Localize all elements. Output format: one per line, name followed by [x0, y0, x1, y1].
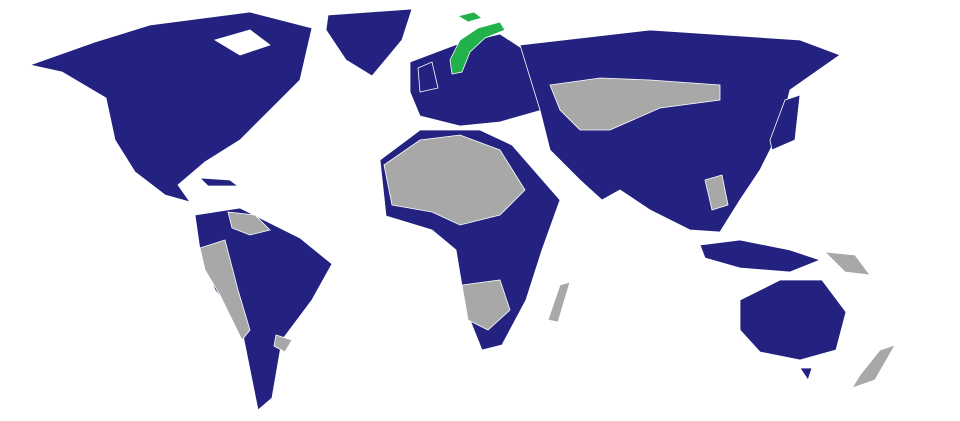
papua-new-guinea[interactable] [823, 251, 871, 276]
caribbean-cuba[interactable] [198, 177, 240, 187]
southeast-asia-non-member[interactable] [704, 174, 729, 211]
madagascar[interactable] [547, 281, 571, 323]
japan[interactable] [769, 94, 801, 151]
tasmania[interactable] [799, 367, 813, 381]
uk-ireland[interactable] [417, 61, 439, 93]
southern-africa-non-member[interactable] [461, 279, 511, 331]
norway[interactable] [449, 21, 506, 75]
south-america-non-member-west[interactable] [199, 239, 251, 341]
greenland[interactable] [325, 8, 413, 77]
central-asia-non-member[interactable] [549, 77, 721, 131]
new-zealand[interactable] [851, 344, 896, 389]
hudson-bay-islands [214, 29, 271, 56]
australia[interactable] [739, 279, 847, 361]
indonesia[interactable] [699, 239, 822, 273]
uruguay-area[interactable] [273, 334, 293, 353]
south-america-non-member-north[interactable] [227, 211, 271, 236]
north-america[interactable] [28, 11, 313, 203]
svalbard[interactable] [456, 11, 483, 23]
sahara-non-member[interactable] [383, 134, 526, 226]
